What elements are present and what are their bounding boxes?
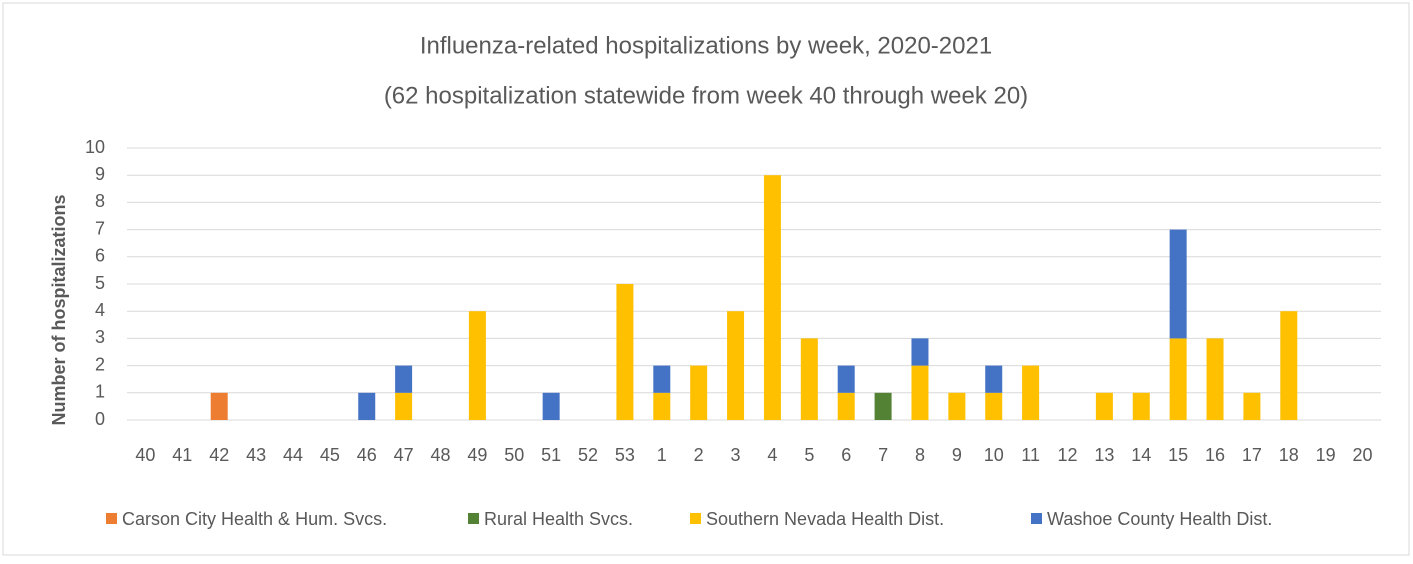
x-tick-label: 44 bbox=[283, 445, 303, 465]
y-tick-label: 10 bbox=[85, 137, 105, 157]
bar-segment bbox=[468, 311, 486, 420]
x-tick-label: 20 bbox=[1353, 445, 1373, 465]
bar-segment bbox=[948, 392, 966, 420]
x-tick-label: 53 bbox=[615, 445, 635, 465]
x-tick-label: 46 bbox=[357, 445, 377, 465]
bar-segment bbox=[653, 365, 671, 393]
legend-swatch bbox=[690, 513, 701, 524]
x-tick-label: 10 bbox=[984, 445, 1004, 465]
bar-segment bbox=[616, 284, 634, 420]
bar-segment bbox=[837, 365, 855, 393]
bar-segment bbox=[800, 338, 818, 420]
bar-segment bbox=[985, 392, 1003, 420]
y-tick-label: 1 bbox=[95, 382, 105, 402]
x-tick-label: 16 bbox=[1205, 445, 1225, 465]
legend-swatch bbox=[1031, 513, 1042, 524]
x-tick-label: 12 bbox=[1057, 445, 1077, 465]
x-tick-label: 6 bbox=[841, 445, 851, 465]
x-tick-label: 4 bbox=[767, 445, 777, 465]
bar-segment bbox=[395, 365, 413, 393]
x-tick-label: 1 bbox=[657, 445, 667, 465]
x-tick-label: 8 bbox=[915, 445, 925, 465]
y-tick-label: 8 bbox=[95, 191, 105, 211]
y-tick-label: 0 bbox=[95, 409, 105, 429]
x-tick-label: 48 bbox=[430, 445, 450, 465]
bar-segment bbox=[1280, 311, 1298, 420]
x-tick-label: 51 bbox=[541, 445, 561, 465]
x-tick-label: 42 bbox=[209, 445, 229, 465]
legend-swatch bbox=[106, 513, 117, 524]
bar-segment bbox=[395, 392, 413, 420]
bar-segment bbox=[690, 365, 708, 420]
x-tick-label: 45 bbox=[320, 445, 340, 465]
bar-segment bbox=[1206, 338, 1224, 420]
x-tick-label: 2 bbox=[694, 445, 704, 465]
x-tick-label: 17 bbox=[1242, 445, 1262, 465]
x-tick-label: 52 bbox=[578, 445, 598, 465]
legend-swatch bbox=[468, 513, 479, 524]
x-tick-label: 14 bbox=[1131, 445, 1151, 465]
x-tick-label: 15 bbox=[1168, 445, 1188, 465]
x-tick-label: 49 bbox=[467, 445, 487, 465]
x-tick-label: 47 bbox=[394, 445, 414, 465]
x-tick-label: 43 bbox=[246, 445, 266, 465]
bar-segment bbox=[1169, 338, 1187, 420]
bar-segment bbox=[358, 392, 376, 420]
legend-label: Southern Nevada Health Dist. bbox=[706, 509, 944, 529]
bar-segment bbox=[1022, 365, 1040, 420]
x-tick-label: 18 bbox=[1279, 445, 1299, 465]
bar-segment bbox=[874, 392, 892, 420]
x-tick-label: 13 bbox=[1094, 445, 1114, 465]
x-tick-label: 3 bbox=[731, 445, 741, 465]
legend-label: Washoe County Health Dist. bbox=[1047, 509, 1272, 529]
y-tick-label: 9 bbox=[95, 164, 105, 184]
legend-label: Carson City Health & Hum. Svcs. bbox=[122, 509, 387, 529]
bar-segment bbox=[763, 175, 781, 420]
bar-segment bbox=[542, 392, 560, 420]
x-tick-label: 5 bbox=[804, 445, 814, 465]
x-tick-label: 11 bbox=[1021, 445, 1040, 465]
legend-label: Rural Health Svcs. bbox=[484, 509, 633, 529]
bar-segment bbox=[911, 338, 929, 366]
x-tick-label: 9 bbox=[952, 445, 962, 465]
x-tick-label: 40 bbox=[135, 445, 155, 465]
x-tick-label: 19 bbox=[1316, 445, 1336, 465]
x-tick-label: 41 bbox=[172, 445, 192, 465]
bar-segment bbox=[1095, 392, 1113, 420]
y-tick-label: 4 bbox=[95, 300, 105, 320]
y-tick-label: 2 bbox=[95, 354, 105, 374]
chart-subtitle: (62 hospitalization statewide from week … bbox=[384, 82, 1028, 109]
bar-segment bbox=[1243, 392, 1261, 420]
x-tick-label: 50 bbox=[504, 445, 524, 465]
bar-segment bbox=[985, 365, 1003, 393]
bar-segment bbox=[210, 392, 228, 420]
bar-segment bbox=[653, 392, 671, 420]
y-axis-label: Number of hospitalizations bbox=[49, 194, 69, 425]
y-tick-label: 5 bbox=[95, 273, 105, 293]
bar-segment bbox=[1169, 229, 1187, 339]
y-tick-label: 3 bbox=[95, 327, 105, 347]
y-tick-label: 7 bbox=[95, 218, 105, 238]
bar-segment bbox=[727, 311, 745, 420]
y-tick-label: 6 bbox=[95, 246, 105, 266]
bar-segment bbox=[911, 365, 929, 420]
bar-segment bbox=[837, 392, 855, 420]
chart-title: Influenza-related hospitalizations by we… bbox=[420, 32, 992, 59]
x-tick-label: 7 bbox=[878, 445, 888, 465]
bar-segment bbox=[1132, 392, 1150, 420]
